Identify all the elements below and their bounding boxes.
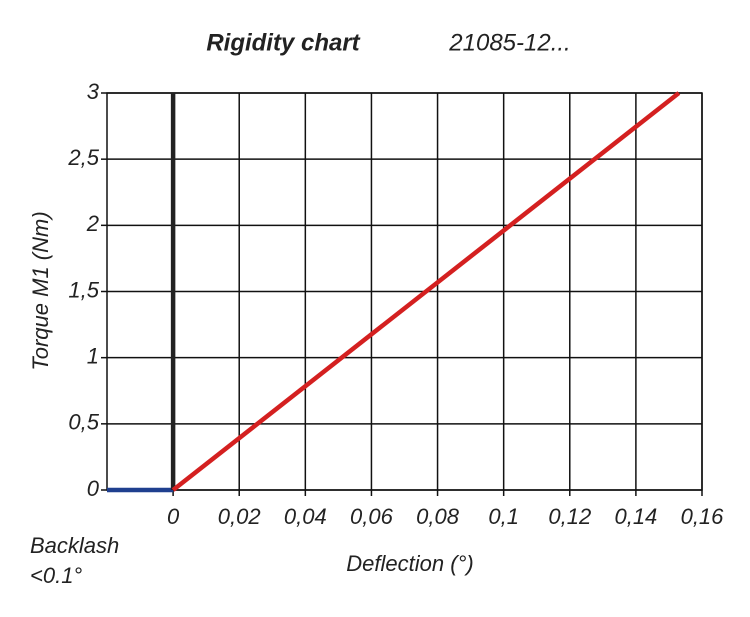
x-tick-label: 0,16 xyxy=(681,504,725,529)
y-tick-label: 0 xyxy=(87,476,100,501)
y-tick-label: 1 xyxy=(87,343,99,368)
chart-subtitle: 21085-12... xyxy=(448,29,570,56)
y-tick-label: 0,5 xyxy=(68,410,99,435)
x-tick-label: 0,04 xyxy=(284,504,327,529)
x-tick-label: 0 xyxy=(167,504,180,529)
x-tick-label: 0,1 xyxy=(488,504,519,529)
chart-title: Rigidity chart xyxy=(206,29,360,56)
y-axis-label: Torque M1 (Nm) xyxy=(28,211,53,370)
y-tick-label: 2 xyxy=(86,211,99,236)
x-axis-label: Deflection (°) xyxy=(346,551,473,576)
x-tick-label: 0,12 xyxy=(548,504,591,529)
annotation: <0.1° xyxy=(30,563,82,588)
x-tick-label: 0,02 xyxy=(218,504,261,529)
x-tick-label: 0,14 xyxy=(614,504,657,529)
y-tick-label: 3 xyxy=(87,79,100,104)
data-line xyxy=(171,91,681,492)
annotation: Backlash xyxy=(30,533,119,558)
x-tick-label: 0,06 xyxy=(350,504,394,529)
x-tick-label: 0,08 xyxy=(416,504,460,529)
y-tick-label: 2,5 xyxy=(67,145,99,170)
y-tick-label: 1,5 xyxy=(68,277,99,302)
